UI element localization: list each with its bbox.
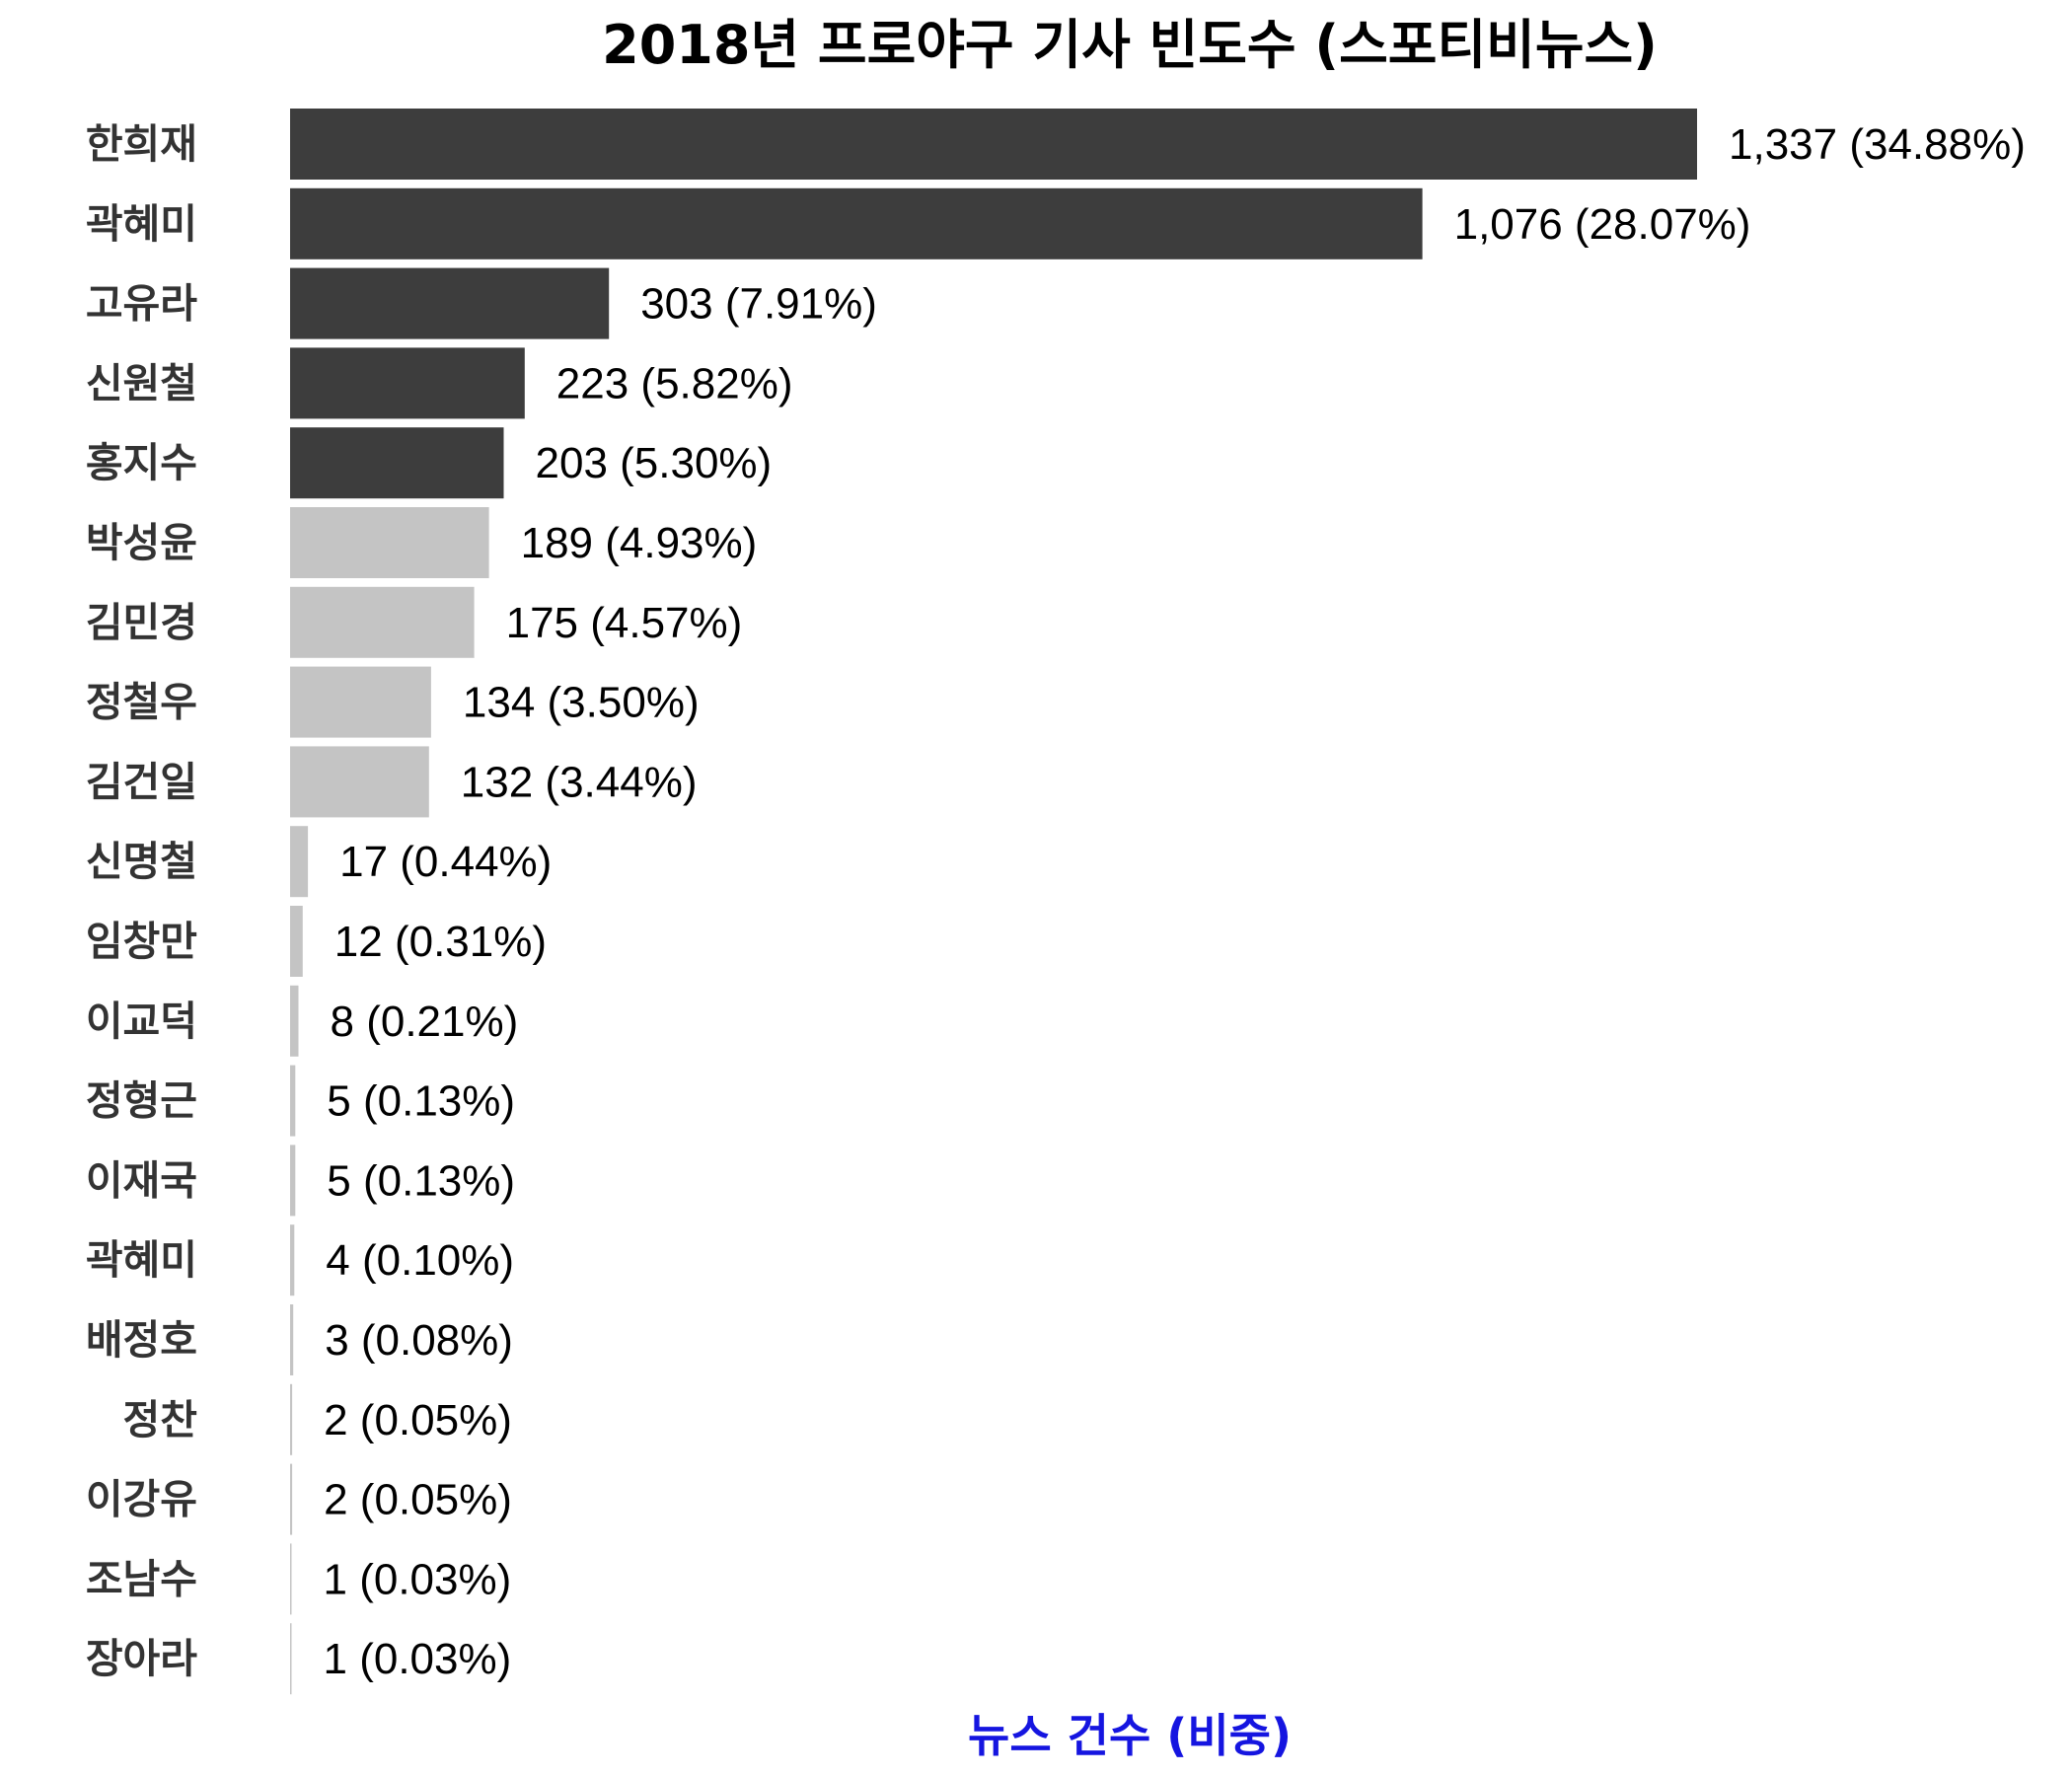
bar-16 [290, 1304, 294, 1375]
category-label-7: 김민경 [86, 599, 197, 646]
x-axis-label: 뉴스 건수 (비중) [968, 1709, 1292, 1762]
bar-10 [290, 826, 309, 898]
bar-4 [290, 347, 525, 419]
category-label-12: 이교덕 [86, 998, 197, 1045]
value-label-15: 4 (0.10%) [326, 1236, 514, 1285]
bar-14 [290, 1145, 296, 1217]
bars-group [290, 109, 1697, 1695]
category-label-1: 한희재 [86, 120, 197, 168]
category-labels-group: 한희재곽혜미고유라신원철홍지수박성윤김민경정철우김건일신명철임창만이교덕정형근이… [86, 120, 197, 1682]
value-label-8: 134 (3.50%) [463, 679, 700, 727]
bar-15 [290, 1224, 295, 1296]
value-labels-group: 1,337 (34.88%) 1,076 (28.07%) 303 (7.91%) 2… [324, 120, 2026, 1683]
bar-1 [290, 109, 1697, 180]
value-label-9: 132 (3.44%) [461, 758, 698, 806]
value-label-1: 1,337 (34.88%) [1729, 120, 2026, 169]
category-label-14: 이재국 [86, 1156, 197, 1204]
category-label-8: 정철우 [86, 679, 197, 726]
category-label-5: 홍지수 [86, 439, 197, 486]
chart-title: 2018년 프로야구 기사 빈도수 (스포티비뉴스) [602, 14, 1658, 76]
bar-18 [290, 1463, 293, 1535]
value-label-6: 189 (4.93%) [521, 519, 758, 567]
bar-2 [290, 187, 1423, 259]
bar-17 [290, 1383, 293, 1455]
category-label-10: 신명철 [86, 838, 197, 885]
value-label-20: 1 (0.03%) [324, 1635, 512, 1683]
value-label-4: 223 (5.82%) [556, 359, 793, 407]
category-label-4: 신원철 [86, 359, 197, 407]
value-label-10: 17 (0.44%) [339, 838, 552, 886]
category-label-6: 박성윤 [86, 519, 197, 566]
bar-11 [290, 906, 303, 977]
category-label-16: 배정호 [86, 1316, 197, 1364]
bar-6 [290, 507, 489, 578]
category-label-17: 정찬 [123, 1396, 197, 1443]
value-label-5: 203 (5.30%) [536, 439, 773, 487]
value-label-17: 2 (0.05%) [324, 1396, 512, 1444]
bar-20 [290, 1623, 292, 1695]
bar-12 [290, 985, 299, 1057]
bar-8 [290, 666, 431, 738]
value-label-13: 5 (0.13%) [327, 1077, 515, 1126]
value-label-14: 5 (0.13%) [327, 1156, 515, 1205]
value-label-7: 175 (4.57%) [506, 599, 743, 647]
value-label-3: 303 (7.91%) [640, 280, 877, 329]
bar-19 [290, 1543, 292, 1615]
category-label-20: 장아라 [86, 1635, 197, 1682]
bar-9 [290, 746, 429, 818]
category-label-9: 김건일 [86, 758, 197, 805]
value-label-11: 12 (0.31%) [334, 918, 547, 966]
category-label-2: 곽혜미 [86, 200, 197, 248]
bar-3 [290, 267, 610, 339]
category-label-19: 조남수 [86, 1555, 197, 1602]
bar-5 [290, 427, 504, 499]
category-label-15: 곽혜미 [86, 1236, 197, 1284]
value-label-18: 2 (0.05%) [324, 1476, 512, 1524]
value-label-16: 3 (0.08%) [325, 1316, 513, 1365]
bar-7 [290, 586, 475, 658]
category-label-3: 고유라 [86, 280, 197, 328]
value-label-2: 1,076 (28.07%) [1454, 200, 1751, 249]
bar-13 [290, 1065, 296, 1137]
value-label-19: 1 (0.03%) [324, 1555, 512, 1603]
value-label-12: 8 (0.21%) [331, 998, 519, 1046]
category-label-18: 이강유 [86, 1476, 197, 1523]
category-label-11: 임창만 [86, 918, 197, 965]
category-label-13: 정형근 [86, 1077, 197, 1125]
